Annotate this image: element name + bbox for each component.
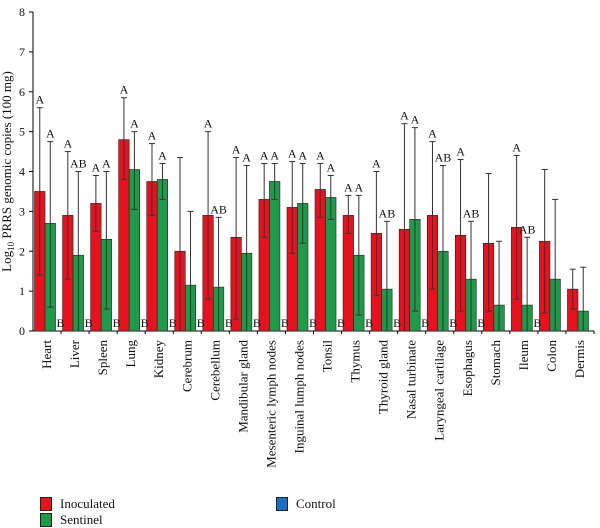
significance-label-control: B <box>197 316 205 330</box>
significance-label-sentinel: A <box>102 157 111 171</box>
significance-label-control: B <box>253 316 261 330</box>
y-axis-label-prefix: Log <box>0 250 14 271</box>
x-tick-label: Tonsil <box>320 340 335 373</box>
x-tick-label: Inguinal lumph nodes <box>291 340 306 453</box>
x-tick-label: Spleen <box>95 340 110 376</box>
significance-label-sentinel: AB <box>519 222 536 236</box>
significance-label-sentinel: AB <box>463 206 480 220</box>
x-tick-label: Mesenteric lymph nodes <box>263 340 278 468</box>
significance-label-inoculated: A <box>344 180 353 194</box>
significance-label-inoculated: A <box>120 83 129 97</box>
significance-label-control: B <box>365 316 373 330</box>
significance-label-sentinel: A <box>354 180 363 194</box>
significance-label-inoculated: A <box>372 157 381 171</box>
legend-item-sentinel: Sentinel <box>40 512 103 528</box>
legend-swatch-inoculated <box>40 497 52 511</box>
significance-label-control: B <box>421 316 429 330</box>
y-axis-label-subscript: 10 <box>6 241 16 251</box>
significance-label-inoculated: A <box>428 127 437 141</box>
significance-label-inoculated: A <box>260 149 269 163</box>
significance-label-inoculated: A <box>512 141 521 155</box>
y-tick-label: 1 <box>19 284 25 298</box>
significance-label-control: B <box>85 316 93 330</box>
significance-label-inoculated: A <box>400 109 409 123</box>
x-tick-label: Heart <box>39 340 54 369</box>
significance-label-sentinel: AB <box>435 151 452 165</box>
bar-sentinel <box>269 181 281 332</box>
significance-label-sentinel: A <box>270 149 279 163</box>
significance-label-inoculated: A <box>63 137 72 151</box>
x-tick-label: Stomach <box>488 340 503 386</box>
legend-label-sentinel: Sentinel <box>60 512 103 527</box>
x-tick-label: Cerebellum <box>207 340 222 401</box>
significance-label-control: B <box>533 316 541 330</box>
significance-label-control: B <box>225 316 233 330</box>
significance-label-inoculated: A <box>232 143 241 157</box>
y-axis-label-text: PRRS genomic copies (100 mg) <box>0 71 14 242</box>
legend-item-inoculated: Inoculated <box>40 496 115 512</box>
x-tick-label: Thyroid gland <box>376 340 391 415</box>
y-tick-label: 7 <box>19 45 25 59</box>
significance-label-control: B <box>309 316 317 330</box>
x-tick-label: Liver <box>67 339 82 368</box>
significance-label-inoculated: A <box>35 93 44 107</box>
axis-layer: 0 1 2 3 4 5 6 7 8 Log10 PRRS genomic copies (100 … <box>0 5 595 468</box>
y-tick-label: 4 <box>19 165 25 179</box>
significance-label-control: B <box>393 316 401 330</box>
y-tick-label: 2 <box>19 244 25 258</box>
significance-label-control: B <box>113 316 121 330</box>
y-tick-label: 3 <box>19 204 25 218</box>
bar-sentinel <box>156 179 169 332</box>
x-tick-label: Dermis <box>572 340 587 378</box>
significance-label-control: B <box>477 316 485 330</box>
significance-label-control: B <box>337 316 345 330</box>
significance-label-inoculated: A <box>316 149 325 163</box>
significance-label-control: B <box>57 316 65 330</box>
x-tick-label: Thymus <box>348 340 363 383</box>
significance-label-sentinel: AB <box>210 202 227 216</box>
significance-label-control: B <box>281 316 289 330</box>
legend-swatch-control <box>276 497 288 511</box>
significance-label-sentinel: AB <box>70 157 87 171</box>
significance-label-sentinel: AB <box>379 206 396 220</box>
significance-label-inoculated: A <box>92 160 101 174</box>
y-tick-label: 5 <box>19 125 25 139</box>
y-tick-label: 6 <box>19 85 25 99</box>
significance-label-sentinel: A <box>130 117 139 131</box>
x-tick-label: Ileum <box>516 340 531 370</box>
x-tick-label: Mandibular gland <box>235 340 250 433</box>
legend-label-control: Control <box>296 496 336 511</box>
significance-label-inoculated: A <box>288 147 297 161</box>
bar-layer <box>34 97 589 332</box>
significance-label-sentinel: A <box>411 113 420 127</box>
significance-label-sentinel: A <box>242 151 251 165</box>
x-tick-label: Nasal turbinate <box>404 340 419 419</box>
x-tick-label: Colon <box>544 340 559 372</box>
legend-label-inoculated: Inoculated <box>60 496 115 511</box>
significance-label-sentinel: A <box>326 160 335 174</box>
y-axis-label: Log10 PRRS genomic copies (100 mg) <box>0 71 16 272</box>
legend-item-control: Control <box>276 496 336 512</box>
significance-label-control: B <box>169 316 177 330</box>
y-tick-label: 0 <box>19 324 25 338</box>
significance-label-inoculated: A <box>456 145 465 159</box>
significance-label-control: B <box>449 316 457 330</box>
significance-label-inoculated: A <box>204 117 213 131</box>
significance-label-sentinel: A <box>46 127 55 141</box>
x-tick-label: Laryngeal cartilage <box>432 340 447 441</box>
legend-swatch-sentinel <box>40 513 52 527</box>
x-tick-label: Kidney <box>151 340 166 379</box>
significance-label-sentinel: A <box>298 149 307 163</box>
x-tick-label: Esophagus <box>460 340 475 396</box>
significance-label-inoculated: A <box>148 129 157 143</box>
y-tick-label: 8 <box>19 5 25 19</box>
significance-label-sentinel: A <box>158 149 167 163</box>
significance-label-control: B <box>141 316 149 330</box>
x-tick-label: Lung <box>123 340 138 368</box>
x-tick-label: Cerebrum <box>179 340 194 392</box>
